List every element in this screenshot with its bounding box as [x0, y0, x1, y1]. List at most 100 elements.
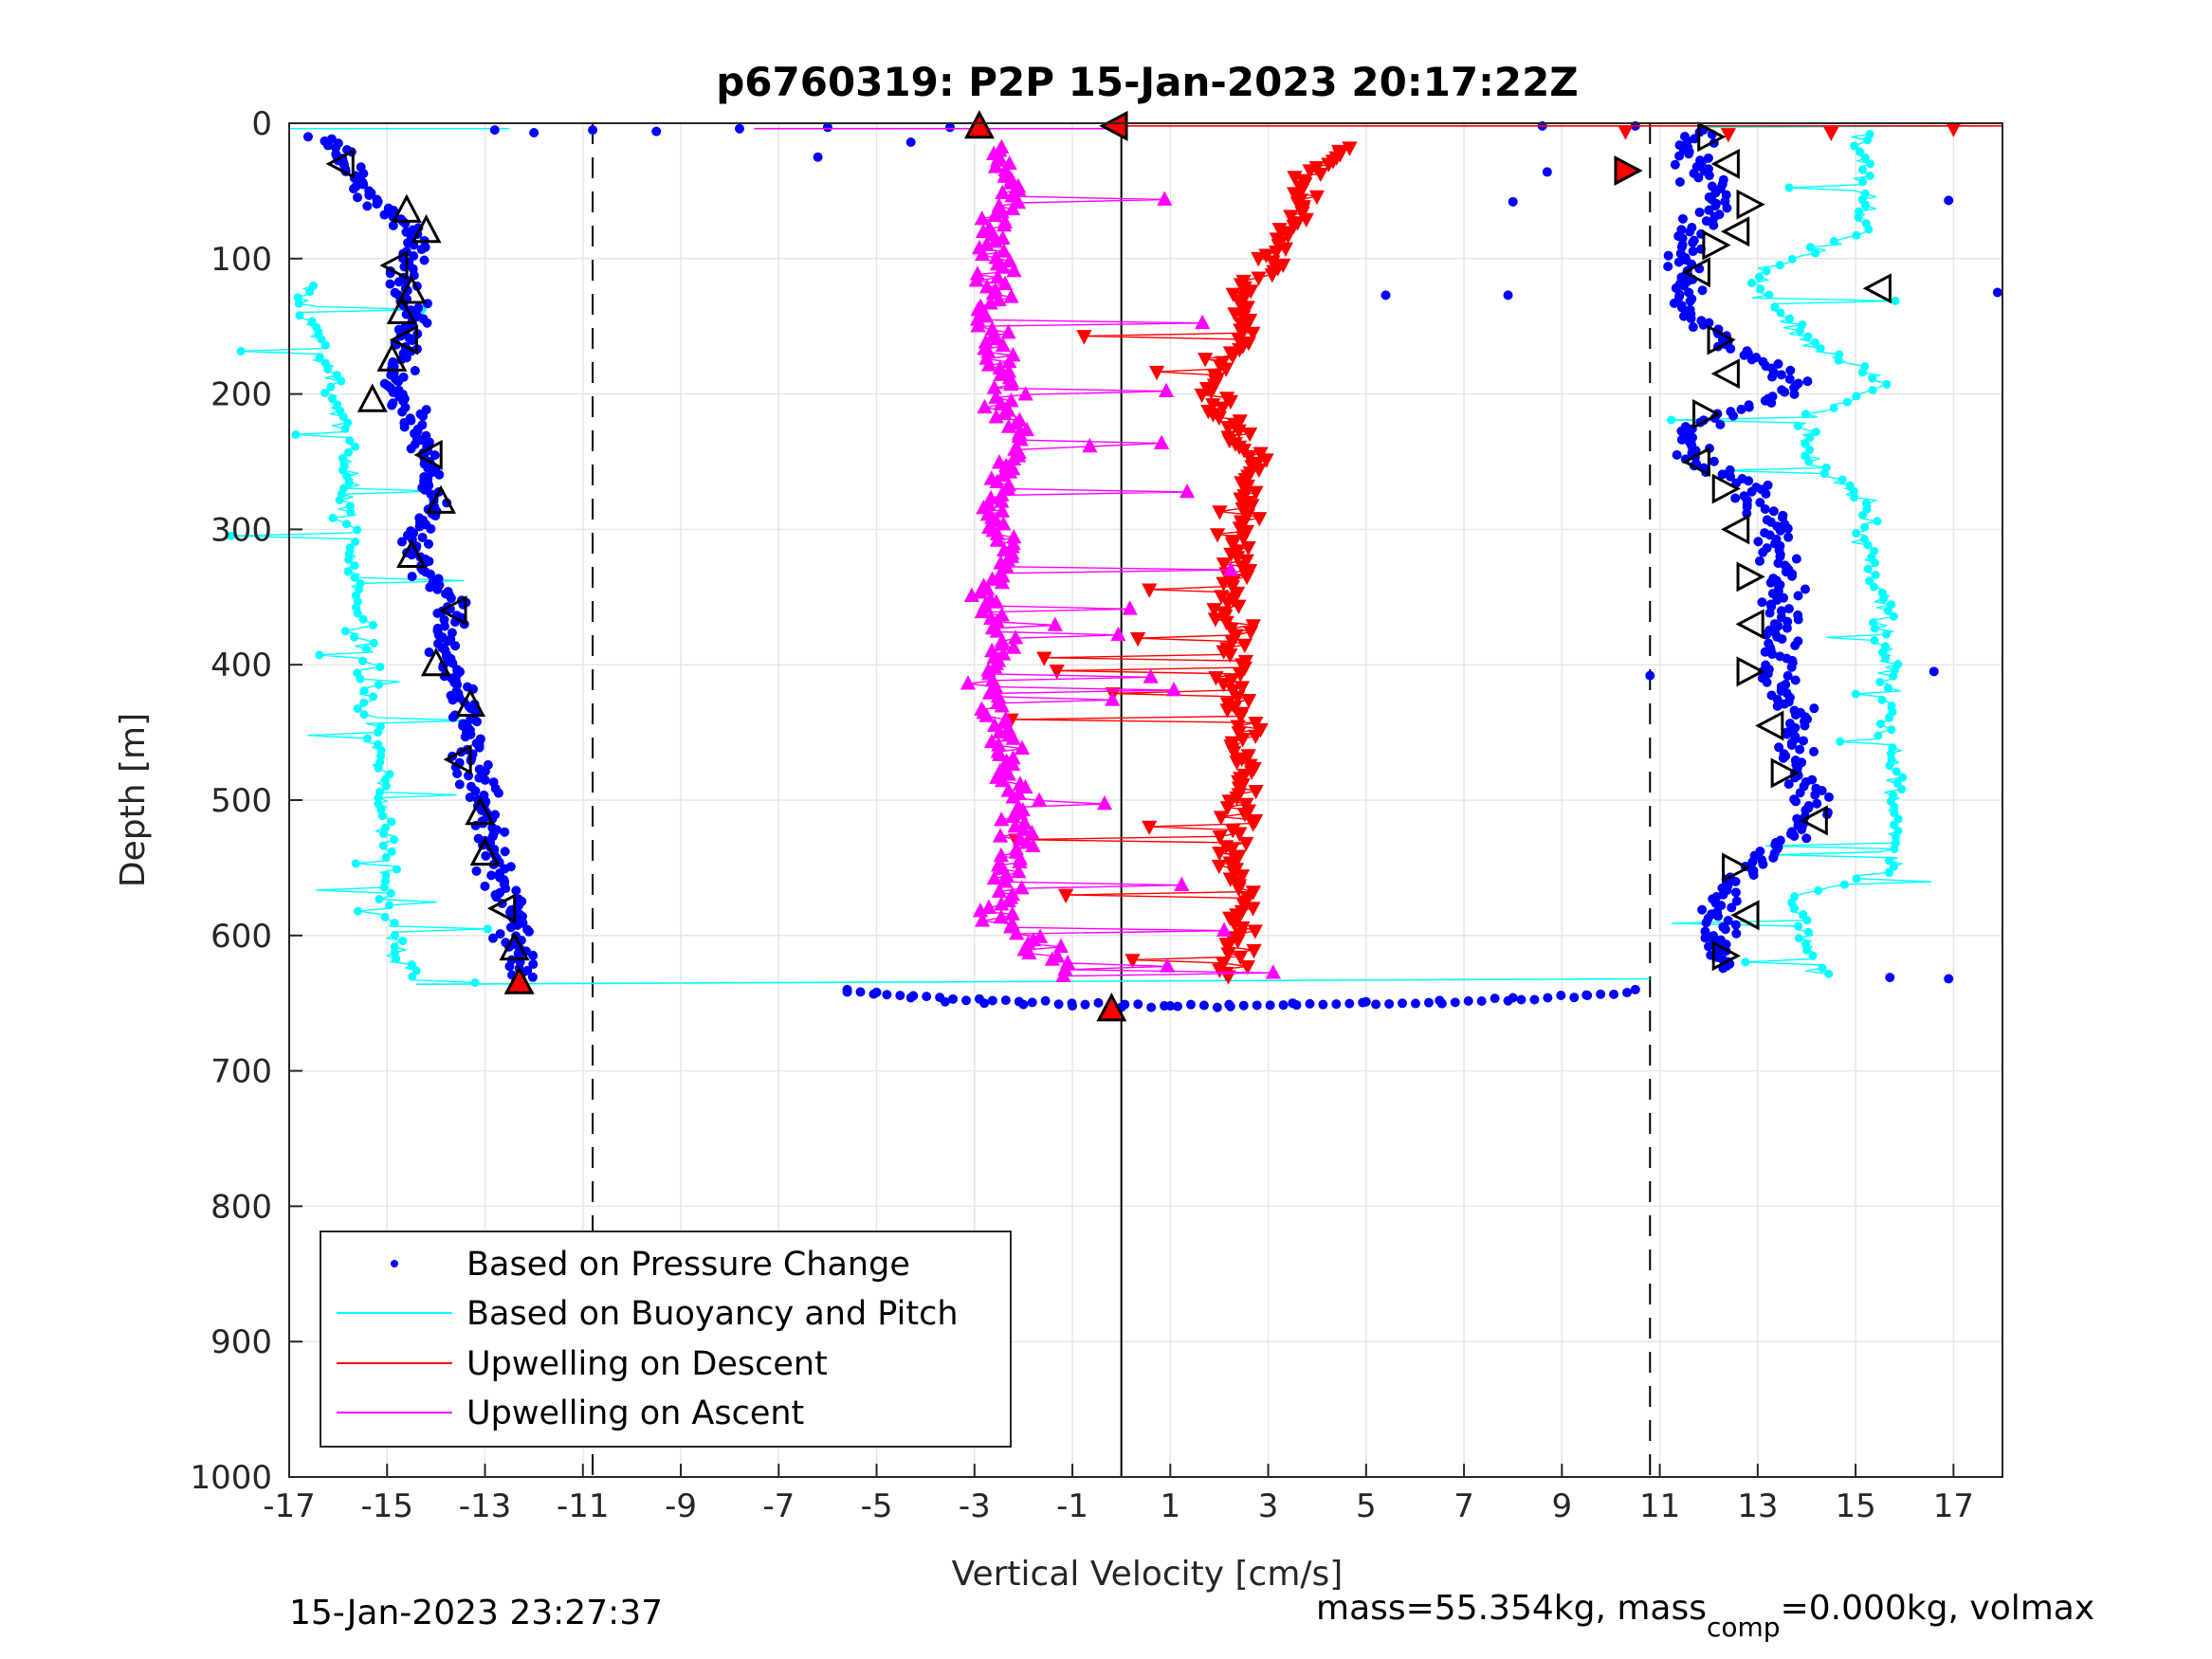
black-triangle-marker — [1099, 110, 1128, 141]
buoyancy-point — [320, 388, 330, 397]
pressure-point — [446, 592, 456, 603]
black-triangle-marker — [1707, 324, 1736, 356]
pressure-point — [432, 584, 443, 594]
buoyancy-point — [1837, 475, 1847, 484]
buoyancy-point — [343, 567, 353, 576]
black-triangle-marker — [1722, 852, 1751, 884]
pressure-point — [1709, 220, 1719, 230]
series-pressure — [302, 120, 2002, 1012]
x-tick-label-13: 9 — [1552, 1487, 1573, 1525]
buoyancy-point — [1849, 486, 1858, 496]
descent-marker — [1247, 924, 1263, 939]
pressure-point — [1786, 571, 1797, 581]
buoyancy-point — [1829, 237, 1838, 246]
pressure-point — [358, 179, 369, 190]
buoyancy-point — [1891, 832, 1900, 842]
pressure-point — [1688, 237, 1698, 247]
descent-marker — [1212, 505, 1228, 520]
ascent-marker — [992, 723, 1008, 738]
ascent-marker — [1031, 792, 1048, 807]
pressure-bottom-point — [1410, 998, 1420, 1009]
ascent-marker — [1014, 739, 1031, 756]
pressure-point — [528, 959, 539, 970]
buoyancy-point — [1892, 767, 1901, 776]
ascent-marker — [974, 912, 991, 927]
pressure-point — [1715, 419, 1726, 429]
pressure-point — [495, 929, 505, 939]
descent-marker — [1230, 934, 1246, 949]
pressure-bottom-point — [1371, 999, 1381, 1010]
pressure-point — [486, 870, 497, 881]
descent-marker — [1226, 745, 1242, 761]
buoyancy-point — [335, 496, 344, 505]
buoyancy-point — [1856, 147, 1865, 156]
pressure-point — [1760, 503, 1770, 514]
pressure-point — [407, 550, 417, 560]
pressure-point — [1780, 387, 1790, 397]
buoyancy-point — [1818, 963, 1827, 973]
descent-marker — [1148, 365, 1165, 381]
buoyancy-point — [1891, 296, 1900, 305]
buoyancy-point — [1852, 528, 1861, 538]
pressure-point — [1673, 257, 1684, 267]
descent-marker — [1208, 671, 1224, 686]
pressure-point — [1645, 670, 1655, 681]
ascent-marker — [1013, 431, 1029, 447]
pressure-point — [480, 766, 490, 776]
pressure-bottom-point — [1120, 999, 1130, 1010]
pressure-point — [734, 123, 744, 134]
pressure-point — [406, 444, 416, 454]
ascent-marker — [1017, 386, 1033, 401]
pressure-bottom-point — [1331, 999, 1342, 1010]
ascent-marker — [1011, 181, 1027, 196]
buoyancy-point — [392, 954, 401, 963]
x-tick-label-0: -17 — [263, 1487, 316, 1525]
pressure-point — [504, 961, 515, 972]
ascent-marker — [987, 207, 1003, 222]
x-tick-label-3: -11 — [557, 1487, 610, 1525]
pressure-point — [416, 245, 427, 255]
pressure-point — [385, 279, 395, 289]
buoyancy-point — [353, 525, 362, 535]
ascent-marker — [991, 737, 1007, 752]
pressure-point — [424, 647, 434, 658]
legend-swatch-pressure — [391, 1260, 398, 1267]
black-triangle-marker — [426, 484, 457, 514]
buoyancy-point — [369, 692, 378, 702]
black-triangle-marker — [1770, 757, 1800, 789]
buoyancy-point — [346, 507, 356, 517]
pressure-point — [1777, 634, 1787, 645]
buoyancy-point — [307, 317, 317, 326]
ascent-marker — [1014, 880, 1030, 895]
buoyancy-point — [358, 614, 368, 624]
black-triangle-marker — [413, 439, 443, 470]
ascent-marker — [995, 568, 1011, 583]
pressure-point — [1673, 292, 1684, 302]
buoyancy-point — [1775, 261, 1784, 270]
ascent-marker — [989, 623, 1005, 638]
buoyancy-point — [1803, 927, 1813, 937]
pressure-point — [1776, 370, 1786, 380]
buoyancy-point — [356, 674, 365, 684]
buoyancy-point — [1857, 165, 1867, 174]
black-triangle-marker — [1730, 900, 1760, 931]
descent-marker — [1142, 820, 1158, 835]
pressure-point — [1823, 792, 1834, 802]
black-triangle-marker — [1096, 993, 1127, 1022]
pressure-bottom-point — [1423, 997, 1434, 1008]
buoyancy-point — [390, 835, 399, 845]
ascent-marker — [996, 516, 1012, 531]
buoyancy-point — [1881, 653, 1891, 663]
x-tick-label-6: -5 — [861, 1487, 893, 1525]
pressure-point — [393, 376, 404, 387]
pressure-point — [1674, 151, 1685, 161]
descent-marker — [1236, 807, 1252, 823]
pressure-point — [1730, 876, 1741, 886]
black-triangle-marker — [1614, 155, 1643, 186]
pressure-point — [1795, 788, 1805, 798]
pressure-bottom-point — [1198, 1000, 1209, 1011]
pressure-point — [450, 641, 461, 651]
buoyancy-point — [1852, 874, 1861, 884]
ascent-marker — [969, 311, 986, 326]
buoyancy-point — [1756, 284, 1765, 294]
